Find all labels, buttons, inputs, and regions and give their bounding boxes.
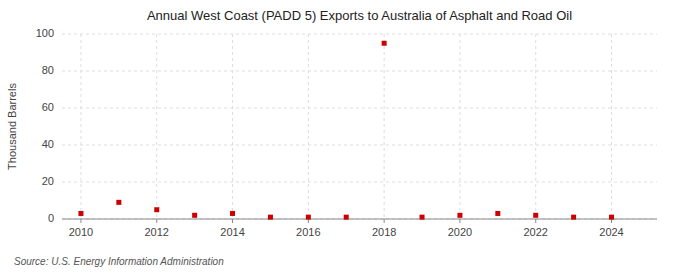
point xyxy=(192,213,197,218)
y-tick-label: 100 xyxy=(36,27,54,39)
y-tick-label: 20 xyxy=(42,175,54,187)
x-tick-mark xyxy=(156,219,157,223)
y-tick-label: 40 xyxy=(42,138,54,150)
point xyxy=(495,211,500,216)
x-tick-label: 2018 xyxy=(372,226,396,238)
points xyxy=(78,41,614,220)
point xyxy=(457,213,462,218)
x-grid-line xyxy=(232,34,233,219)
x-tick-label: 2022 xyxy=(523,226,547,238)
point xyxy=(571,215,576,220)
x-tick-label: 2020 xyxy=(448,226,472,238)
source-note: Source: U.S. Energy Information Administ… xyxy=(14,256,224,267)
x-grid-line xyxy=(535,34,536,219)
x-tick-mark xyxy=(459,219,460,223)
x-grid-line xyxy=(384,34,385,219)
x-axis-line xyxy=(62,219,657,220)
y-grid-line xyxy=(62,145,657,146)
y-tick-label: 60 xyxy=(42,101,54,113)
y-grid-line xyxy=(62,71,657,72)
point xyxy=(420,215,425,220)
point xyxy=(344,215,349,220)
y-grid-line xyxy=(62,108,657,109)
x-tick-label: 2024 xyxy=(599,226,623,238)
y-axis-label: Thousand Barrels xyxy=(6,83,18,170)
y-tick-label: 80 xyxy=(42,64,54,76)
point xyxy=(230,211,235,216)
point xyxy=(609,215,614,220)
x-grid-line xyxy=(611,34,612,219)
x-tick-label: 2012 xyxy=(145,226,169,238)
point xyxy=(306,215,311,220)
x-tick-label: 2010 xyxy=(69,226,93,238)
chart-svg: 0 20 40 60 80 100 2010 2012 2014 2016 2018 2020 2022… xyxy=(0,0,675,275)
y-grid-line xyxy=(62,182,657,183)
point xyxy=(78,211,83,216)
y-grid-line xyxy=(62,219,657,220)
x-grid-line xyxy=(459,34,460,219)
x-tick-label: 2016 xyxy=(296,226,320,238)
point xyxy=(268,215,273,220)
title: Annual West Coast (PADD 5) Exports to Au… xyxy=(147,8,572,23)
chart-container: 0 20 40 60 80 100 2010 2012 2014 2016 2018 2020 2022… xyxy=(0,0,675,275)
grid xyxy=(62,34,657,219)
x-tick-label: 2014 xyxy=(220,226,244,238)
point xyxy=(382,41,387,46)
y-grid-line xyxy=(62,34,657,35)
point xyxy=(533,213,538,218)
y-tick-label: 0 xyxy=(48,212,54,224)
x-grid-line xyxy=(156,34,157,219)
x-grid-line xyxy=(308,34,309,219)
x-tick-mark xyxy=(384,219,385,223)
x-tick-mark xyxy=(232,219,233,223)
x-tick-mark xyxy=(80,219,81,223)
point xyxy=(154,207,159,212)
point xyxy=(116,200,121,205)
x-tick-mark xyxy=(535,219,536,223)
x-grid-line xyxy=(80,34,81,219)
